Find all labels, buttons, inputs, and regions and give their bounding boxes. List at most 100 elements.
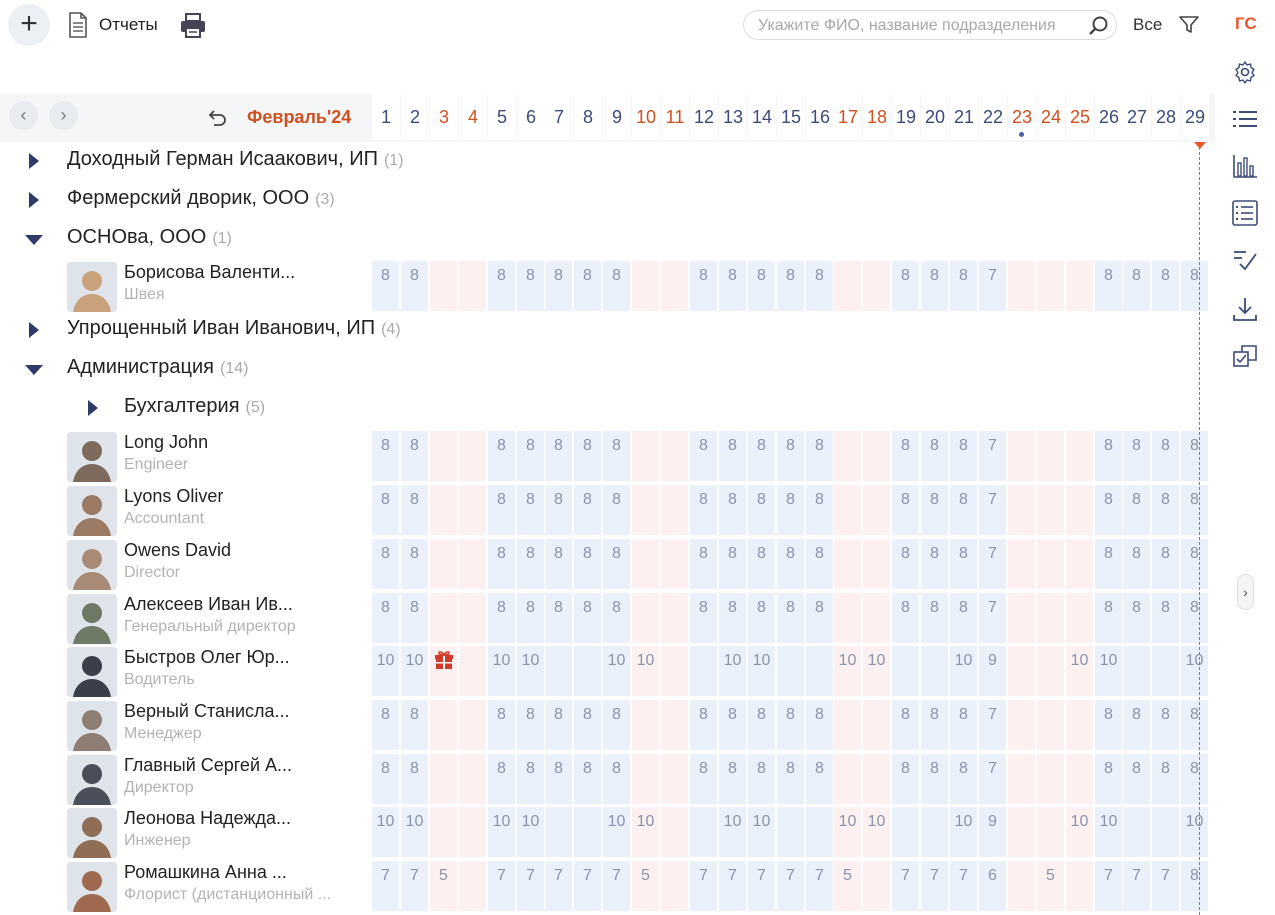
avatar[interactable]	[67, 540, 117, 590]
schedule-cell[interactable]	[863, 261, 890, 311]
schedule-cell[interactable]: 5	[430, 861, 457, 911]
schedule-cell[interactable]: 8	[574, 754, 601, 804]
schedule-cell[interactable]: 8	[603, 700, 630, 750]
schedule-cell[interactable]: 8	[574, 539, 601, 589]
schedule-cell[interactable]: 7	[979, 700, 1006, 750]
schedule-cell[interactable]: 7	[517, 861, 544, 911]
schedule-cell[interactable]	[574, 807, 601, 857]
schedule-cell[interactable]	[430, 754, 457, 804]
schedule-cell[interactable]	[1066, 861, 1093, 911]
schedule-cell[interactable]	[834, 539, 861, 589]
group-row[interactable]: Доходный Герман Исаакович, ИП (1)	[0, 142, 1215, 180]
schedule-cell[interactable]	[632, 431, 659, 481]
schedule-cell[interactable]	[661, 593, 688, 643]
day-header-9[interactable]: 9	[603, 94, 631, 140]
schedule-cell[interactable]: 10	[863, 646, 890, 696]
schedule-cell[interactable]: 8	[574, 700, 601, 750]
schedule-cell[interactable]: 10	[1066, 646, 1093, 696]
schedule-cell[interactable]: 10	[372, 646, 399, 696]
day-header-1[interactable]: 1	[372, 94, 400, 140]
schedule-cell[interactable]: 8	[921, 539, 948, 589]
schedule-cell[interactable]: 8	[1095, 485, 1122, 535]
schedule-cell[interactable]	[430, 700, 457, 750]
schedule-cell[interactable]: 8	[1181, 754, 1208, 804]
schedule-cell[interactable]	[430, 485, 457, 535]
schedule-cell[interactable]: 8	[1152, 485, 1179, 535]
employee-name[interactable]: Главный Сергей А...	[124, 755, 293, 775]
schedule-cell[interactable]: 8	[748, 539, 775, 589]
schedule-cell[interactable]: 8	[1123, 431, 1150, 481]
collapse-caret-icon[interactable]	[25, 235, 43, 245]
day-header-28[interactable]: 28	[1152, 94, 1180, 140]
schedule-cell[interactable]: 8	[1095, 261, 1122, 311]
schedule-cell[interactable]: 8	[690, 485, 717, 535]
schedule-cell[interactable]: 8	[806, 754, 833, 804]
schedule-cell[interactable]	[632, 485, 659, 535]
schedule-cell[interactable]: 8	[517, 485, 544, 535]
group-name[interactable]: Фермерский дворик, ООО (3)	[67, 187, 335, 210]
schedule-cell[interactable]: 8	[1095, 431, 1122, 481]
schedule-cell[interactable]	[690, 807, 717, 857]
schedule-cell[interactable]: 8	[545, 700, 572, 750]
schedule-cell[interactable]	[1066, 539, 1093, 589]
avatar[interactable]	[67, 262, 117, 312]
group-name[interactable]: Упрощенный Иван Иванович, ИП (4)	[67, 317, 401, 340]
download-icon[interactable]	[1230, 294, 1260, 324]
schedule-cell[interactable]: 10	[719, 646, 746, 696]
day-header-10[interactable]: 10	[632, 94, 660, 140]
schedule-cell[interactable]	[806, 646, 833, 696]
schedule-cell[interactable]	[892, 646, 919, 696]
undo-icon[interactable]	[206, 107, 228, 129]
schedule-cell[interactable]	[661, 539, 688, 589]
schedule-cell[interactable]	[863, 593, 890, 643]
schedule-cell[interactable]: 8	[1181, 539, 1208, 589]
schedule-cell[interactable]: 5	[834, 861, 861, 911]
schedule-cell[interactable]: 10	[488, 646, 515, 696]
user-initials[interactable]: ГС	[1235, 14, 1257, 33]
schedule-cell[interactable]: 8	[719, 754, 746, 804]
schedule-cell[interactable]	[459, 861, 486, 911]
schedule-cell[interactable]: 8	[921, 431, 948, 481]
avatar[interactable]	[67, 701, 117, 751]
schedule-cell[interactable]	[430, 431, 457, 481]
day-header-5[interactable]: 5	[488, 94, 516, 140]
schedule-cell[interactable]: 8	[777, 261, 804, 311]
expand-caret-icon[interactable]	[29, 153, 39, 169]
schedule-cell[interactable]	[632, 539, 659, 589]
day-header-13[interactable]: 13	[719, 94, 747, 140]
schedule-cell[interactable]: 8	[1123, 754, 1150, 804]
schedule-cell[interactable]: 10	[863, 807, 890, 857]
day-header-29[interactable]: 29	[1181, 94, 1209, 140]
schedule-cell[interactable]: 10	[517, 646, 544, 696]
schedule-cell[interactable]: 8	[488, 485, 515, 535]
schedule-cell[interactable]	[1066, 754, 1093, 804]
group-name[interactable]: Бухгалтерия (5)	[124, 395, 265, 418]
schedule-cell[interactable]	[892, 807, 919, 857]
schedule-cell[interactable]: 8	[1095, 700, 1122, 750]
schedule-cell[interactable]: 8	[574, 431, 601, 481]
schedule-cell[interactable]	[863, 861, 890, 911]
collapse-sidebar-tab[interactable]: ›	[1237, 574, 1254, 610]
schedule-cell[interactable]	[834, 431, 861, 481]
schedule-cell[interactable]: 8	[777, 539, 804, 589]
schedule-cell[interactable]: 10	[517, 807, 544, 857]
group-row[interactable]: Бухгалтерия (5)	[0, 389, 1215, 427]
schedule-cell[interactable]: 8	[719, 261, 746, 311]
schedule-cell[interactable]	[1066, 485, 1093, 535]
schedule-cell[interactable]: 10	[748, 807, 775, 857]
day-header-27[interactable]: 27	[1123, 94, 1151, 140]
schedule-cell[interactable]: 8	[1152, 700, 1179, 750]
day-header-25[interactable]: 25	[1066, 94, 1094, 140]
schedule-cell[interactable]: 8	[921, 754, 948, 804]
schedule-cell[interactable]: 7	[719, 861, 746, 911]
schedule-cell[interactable]	[1008, 539, 1035, 589]
schedule-cell[interactable]	[1037, 700, 1064, 750]
schedule-cell[interactable]	[430, 807, 457, 857]
schedule-cell[interactable]: 8	[690, 431, 717, 481]
schedule-cell[interactable]	[545, 646, 572, 696]
schedule-cell[interactable]: 8	[517, 261, 544, 311]
schedule-cell[interactable]	[1066, 431, 1093, 481]
schedule-cell[interactable]: 7	[806, 861, 833, 911]
schedule-cell[interactable]	[661, 754, 688, 804]
schedule-cell[interactable]: 8	[719, 485, 746, 535]
